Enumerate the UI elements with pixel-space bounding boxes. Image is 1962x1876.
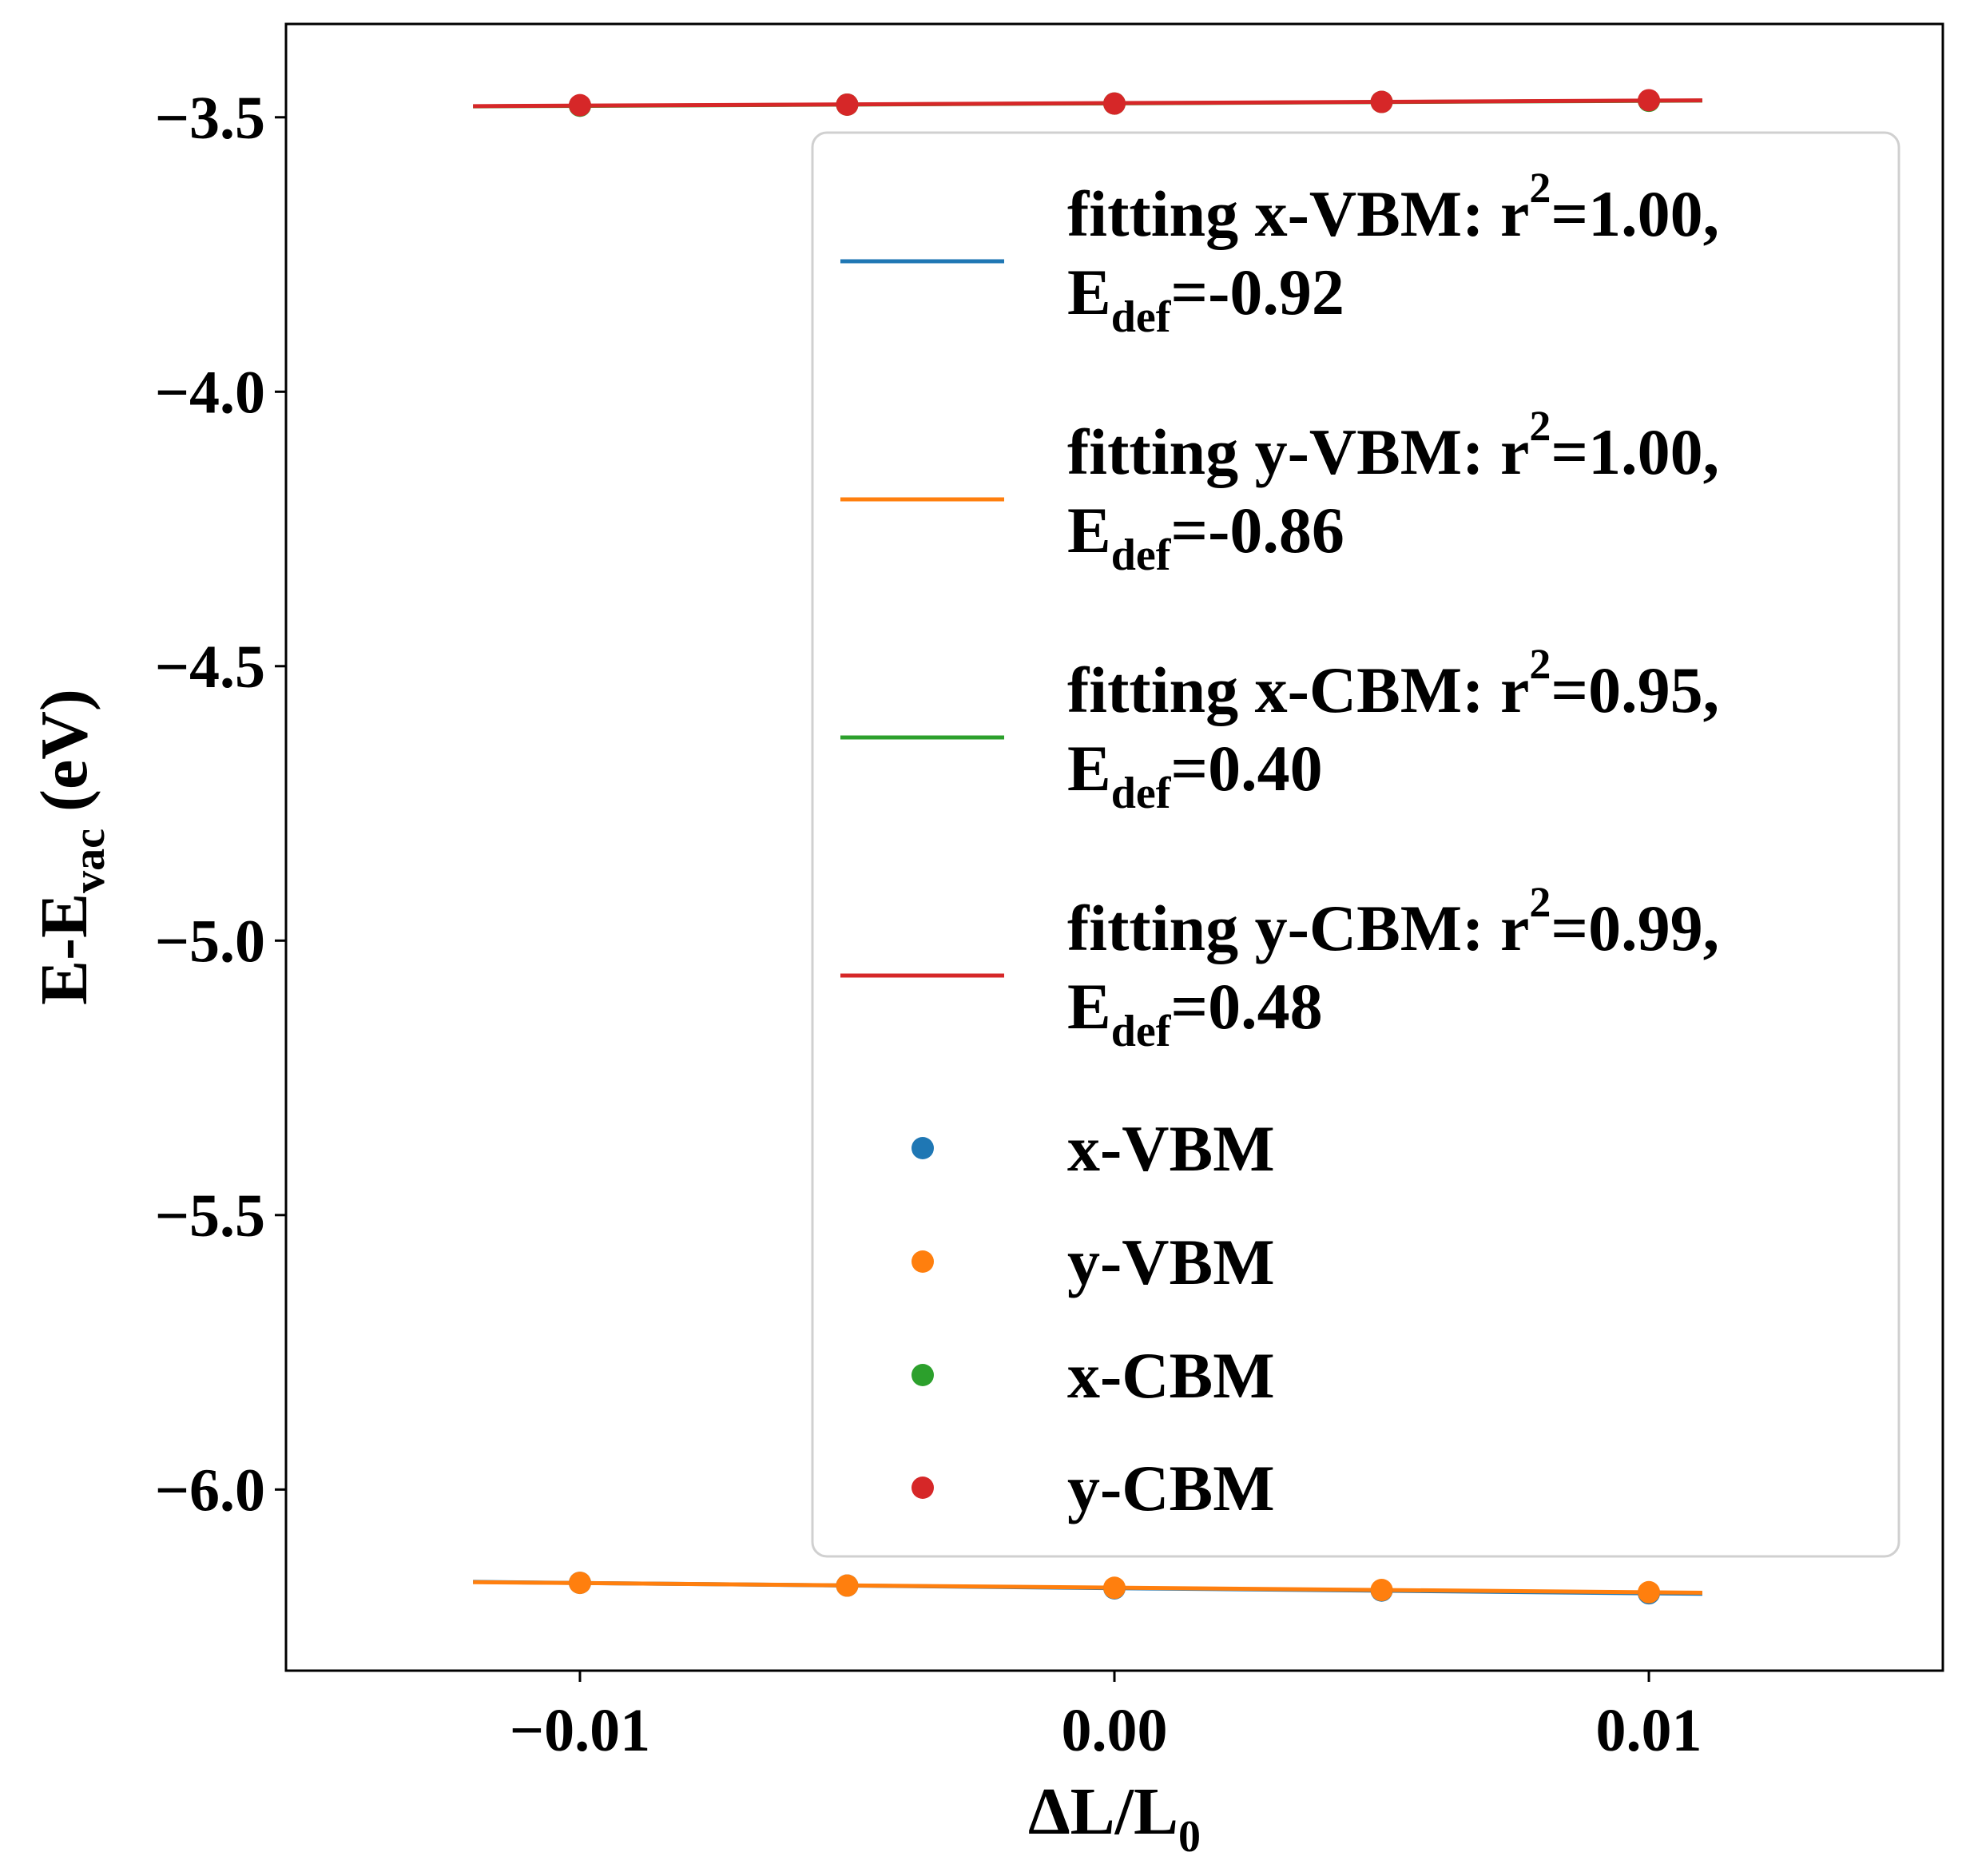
- y-tick-label: −6.0: [155, 1457, 265, 1524]
- legend-point-label: x-VBM: [1067, 1112, 1275, 1185]
- fit-line-y-CBM: [473, 98, 1702, 109]
- legend-point-label: y-VBM: [1067, 1226, 1275, 1298]
- legend-point-handle: [911, 1477, 934, 1499]
- legend-fit-label: fitting x-VBM: r2=1.00,: [1067, 164, 1719, 250]
- point-y-VBM: [568, 1572, 591, 1595]
- point-y-VBM: [836, 1574, 859, 1597]
- point-y-VBM: [1370, 1579, 1393, 1602]
- legend-point-handle: [911, 1364, 934, 1386]
- point-y-CBM: [836, 93, 859, 116]
- point-y-CBM: [1638, 89, 1661, 112]
- y-tick-label: −5.5: [155, 1182, 265, 1250]
- x-axis-title: ΔL/L0: [1028, 1775, 1201, 1862]
- data-points: [568, 89, 1661, 1605]
- y-axis-ticks: −3.5 −4.0 −4.5 −5.0 −5.5 −6.0: [155, 85, 286, 1524]
- point-y-VBM: [1103, 1576, 1126, 1600]
- fit-line-y-VBM: [473, 1580, 1702, 1595]
- legend-point-label: x-CBM: [1067, 1339, 1275, 1412]
- legend-point-handle: [911, 1137, 934, 1159]
- point-y-CBM: [1370, 90, 1393, 113]
- legend-point-label: y-CBM: [1067, 1452, 1275, 1524]
- legend-fit-edef: Edef=0.48: [1067, 970, 1323, 1056]
- legend-box: [811, 131, 1900, 1558]
- legend-fit-edef: Edef=-0.92: [1067, 256, 1344, 342]
- x-tick-label: 0.00: [1062, 1697, 1168, 1764]
- x-tick-label: −0.01: [510, 1697, 650, 1764]
- y-tick-label: −4.5: [155, 634, 265, 701]
- legend-point-handle: [911, 1250, 934, 1273]
- x-axis-ticks: −0.01 0.00 0.01: [510, 1671, 1702, 1764]
- legend-fit-label: fitting y-CBM: r2=0.99,: [1067, 878, 1719, 964]
- point-y-CBM: [568, 93, 591, 117]
- point-y-CBM: [1103, 92, 1126, 115]
- y-tick-label: −3.5: [155, 85, 265, 152]
- legend-fit-label: fitting y-VBM: r2=1.00,: [1067, 402, 1719, 488]
- legend-fit-edef: Edef=0.40: [1067, 732, 1323, 818]
- point-y-VBM: [1638, 1580, 1661, 1604]
- x-tick-label: 0.01: [1596, 1697, 1702, 1764]
- y-tick-label: −5.0: [155, 908, 265, 975]
- legend: fitting x-VBM: r2=1.00,Edef=-0.92 fitting…: [811, 131, 1900, 1558]
- y-axis-title: E-Evac (eV): [27, 689, 114, 1005]
- fit-lines: [473, 98, 1702, 1596]
- legend-fit-label: fitting x-CBM: r2=0.95,: [1067, 640, 1719, 726]
- y-tick-label: −4.0: [155, 359, 265, 426]
- legend-fit-edef: Edef=-0.86: [1067, 494, 1344, 580]
